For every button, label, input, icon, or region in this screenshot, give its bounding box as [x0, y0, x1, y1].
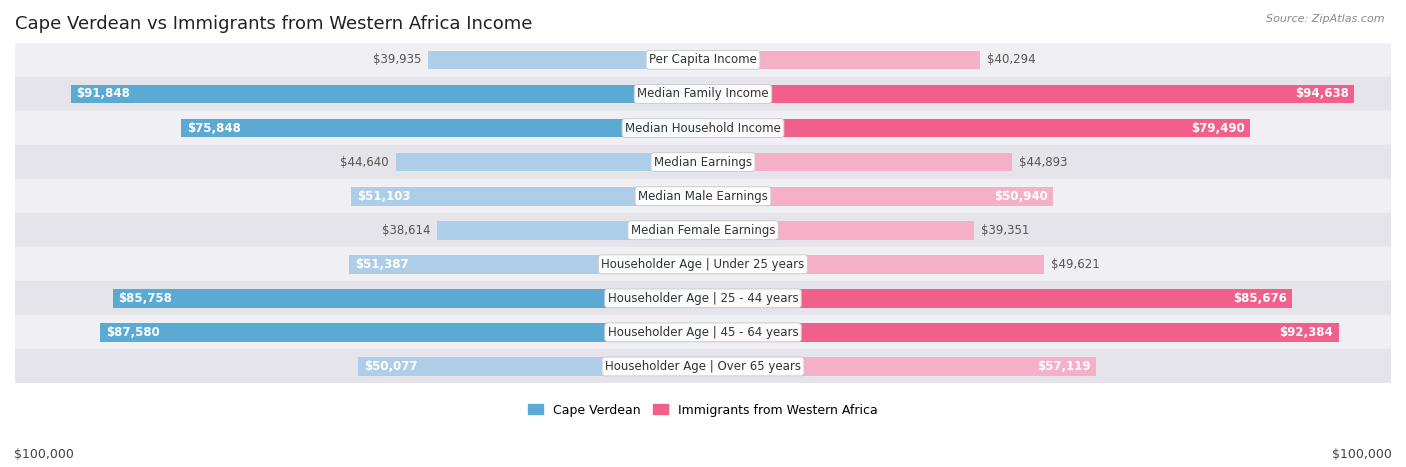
Bar: [703, 289, 1292, 308]
Bar: [15, 43, 1391, 77]
Text: Cape Verdean vs Immigrants from Western Africa Income: Cape Verdean vs Immigrants from Western …: [15, 15, 533, 33]
Text: $57,119: $57,119: [1036, 360, 1091, 373]
Bar: [15, 315, 1391, 349]
Text: Median Female Earnings: Median Female Earnings: [631, 224, 775, 237]
Text: $39,935: $39,935: [373, 53, 422, 66]
Text: Householder Age | Under 25 years: Householder Age | Under 25 years: [602, 258, 804, 271]
Bar: [15, 145, 1391, 179]
Text: Householder Age | 45 - 64 years: Householder Age | 45 - 64 years: [607, 326, 799, 339]
Bar: [350, 255, 703, 274]
Bar: [703, 85, 1354, 103]
Text: Householder Age | 25 - 44 years: Householder Age | 25 - 44 years: [607, 292, 799, 305]
Text: Source: ZipAtlas.com: Source: ZipAtlas.com: [1267, 14, 1385, 24]
Legend: Cape Verdean, Immigrants from Western Africa: Cape Verdean, Immigrants from Western Af…: [523, 398, 883, 422]
Text: $44,640: $44,640: [340, 156, 389, 169]
Text: Median Male Earnings: Median Male Earnings: [638, 190, 768, 203]
Bar: [429, 50, 703, 69]
Bar: [396, 153, 703, 171]
Bar: [181, 119, 703, 137]
Bar: [703, 323, 1339, 342]
Text: $100,000: $100,000: [14, 448, 75, 461]
Text: $100,000: $100,000: [1331, 448, 1392, 461]
Bar: [15, 213, 1391, 247]
Bar: [15, 247, 1391, 281]
Bar: [703, 119, 1250, 137]
Text: $94,638: $94,638: [1295, 87, 1348, 100]
Text: $50,940: $50,940: [994, 190, 1047, 203]
Text: $85,676: $85,676: [1233, 292, 1286, 305]
Text: $92,384: $92,384: [1279, 326, 1333, 339]
Text: $40,294: $40,294: [987, 53, 1036, 66]
Text: $38,614: $38,614: [382, 224, 430, 237]
Text: $49,621: $49,621: [1052, 258, 1099, 271]
Bar: [352, 187, 703, 205]
Text: $39,351: $39,351: [980, 224, 1029, 237]
Text: $79,490: $79,490: [1191, 121, 1244, 134]
Bar: [112, 289, 703, 308]
Text: Householder Age | Over 65 years: Householder Age | Over 65 years: [605, 360, 801, 373]
Text: $51,387: $51,387: [354, 258, 409, 271]
Bar: [100, 323, 703, 342]
Bar: [703, 50, 980, 69]
Text: $50,077: $50,077: [364, 360, 418, 373]
Bar: [15, 349, 1391, 383]
Bar: [15, 281, 1391, 315]
Text: Median Earnings: Median Earnings: [654, 156, 752, 169]
Text: $87,580: $87,580: [105, 326, 160, 339]
Bar: [703, 255, 1045, 274]
Text: $91,848: $91,848: [76, 87, 131, 100]
Text: $44,893: $44,893: [1019, 156, 1067, 169]
Bar: [359, 357, 703, 376]
Text: Median Household Income: Median Household Income: [626, 121, 780, 134]
Text: Per Capita Income: Per Capita Income: [650, 53, 756, 66]
Bar: [437, 221, 703, 240]
Text: $51,103: $51,103: [357, 190, 411, 203]
Bar: [15, 77, 1391, 111]
Text: $85,758: $85,758: [118, 292, 173, 305]
Bar: [703, 187, 1053, 205]
Bar: [703, 357, 1097, 376]
Bar: [703, 153, 1012, 171]
Bar: [72, 85, 703, 103]
Bar: [15, 111, 1391, 145]
Text: Median Family Income: Median Family Income: [637, 87, 769, 100]
Bar: [15, 179, 1391, 213]
Text: $75,848: $75,848: [187, 121, 240, 134]
Bar: [703, 221, 974, 240]
